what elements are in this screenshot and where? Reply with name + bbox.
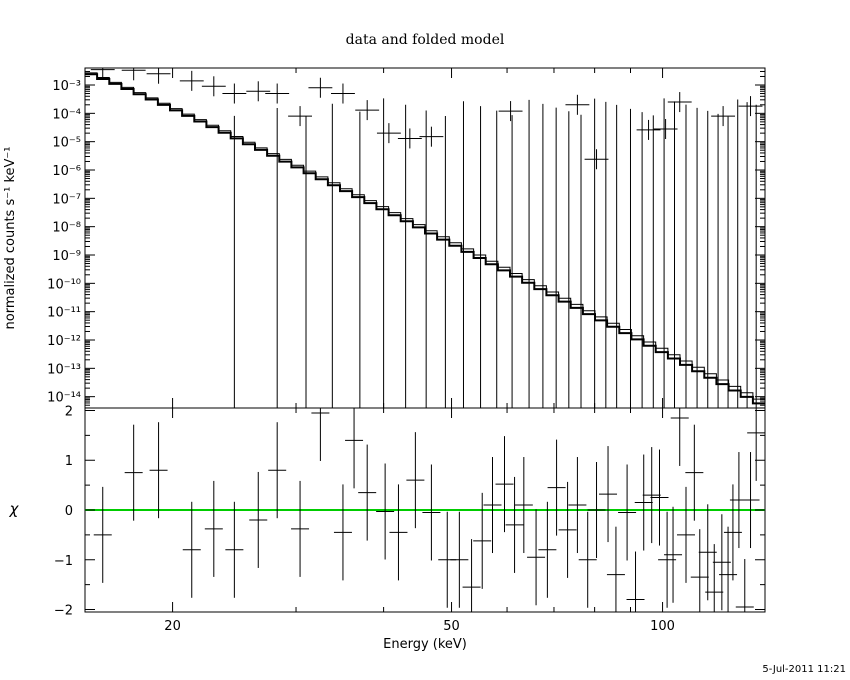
x-tick-label: 50 bbox=[443, 619, 460, 634]
spectrum-y-ticks: 10⁻³ 10⁻⁴ 10⁻⁵ 10⁻⁶ 10⁻⁷ 10⁻⁸ 10⁻⁹ 10⁻¹⁰ 10⁻¹¹ 10… bbox=[47, 68, 765, 409]
folded-model-lines bbox=[85, 72, 765, 405]
footer-timestamp: 5-Jul-2011 11:21 bbox=[762, 664, 846, 675]
y-tick-label: 10⁻¹² bbox=[47, 334, 81, 349]
y-tick-label: 10⁻¹⁰ bbox=[47, 277, 81, 292]
y-tick-label: 10⁻¹⁴ bbox=[47, 391, 81, 406]
x-tick-label: 100 bbox=[650, 619, 675, 634]
y-tick-label: 10⁻¹³ bbox=[47, 362, 81, 377]
residual-ticks: 20 50 100 −2 −1 0 1 2 bbox=[54, 404, 765, 634]
chi-tick-label: −2 bbox=[54, 604, 73, 619]
chart-title: data and folded model bbox=[346, 32, 505, 48]
residual-panel: 20 50 100 −2 −1 0 1 2 bbox=[54, 404, 766, 634]
x-tick-label: 20 bbox=[164, 619, 181, 634]
y-axis-label-spectrum: normalized counts s⁻¹ keV⁻¹ bbox=[3, 147, 18, 330]
chi-tick-label: 2 bbox=[65, 404, 73, 419]
data-points bbox=[90, 68, 763, 408]
y-tick-label: 10⁻⁴ bbox=[52, 107, 81, 122]
chi-tick-label: 1 bbox=[65, 454, 73, 469]
y-axis-label-residual: χ bbox=[9, 500, 20, 518]
y-tick-label: 10⁻⁷ bbox=[52, 192, 81, 207]
chi-tick-label: −1 bbox=[54, 554, 73, 569]
y-tick-label: 10⁻⁹ bbox=[52, 249, 81, 264]
y-tick-label: 10⁻⁵ bbox=[52, 136, 81, 151]
chi-tick-label: 0 bbox=[65, 504, 73, 519]
y-tick-label: 10⁻³ bbox=[52, 79, 81, 94]
model-line-thin bbox=[85, 72, 765, 400]
y-tick-label: 10⁻⁸ bbox=[52, 221, 81, 236]
y-tick-label: 10⁻¹¹ bbox=[47, 306, 81, 321]
spectrum-panel: 10⁻³ 10⁻⁴ 10⁻⁵ 10⁻⁶ 10⁻⁷ 10⁻⁸ 10⁻⁹ 10⁻¹⁰ 10⁻¹¹ 10… bbox=[47, 67, 766, 409]
model-line-thick bbox=[85, 73, 765, 405]
residual-points bbox=[93, 408, 766, 612]
x-axis-label: Energy (keV) bbox=[383, 637, 467, 652]
y-tick-label: 10⁻⁶ bbox=[52, 164, 81, 179]
spectrum-frame bbox=[84, 67, 766, 409]
